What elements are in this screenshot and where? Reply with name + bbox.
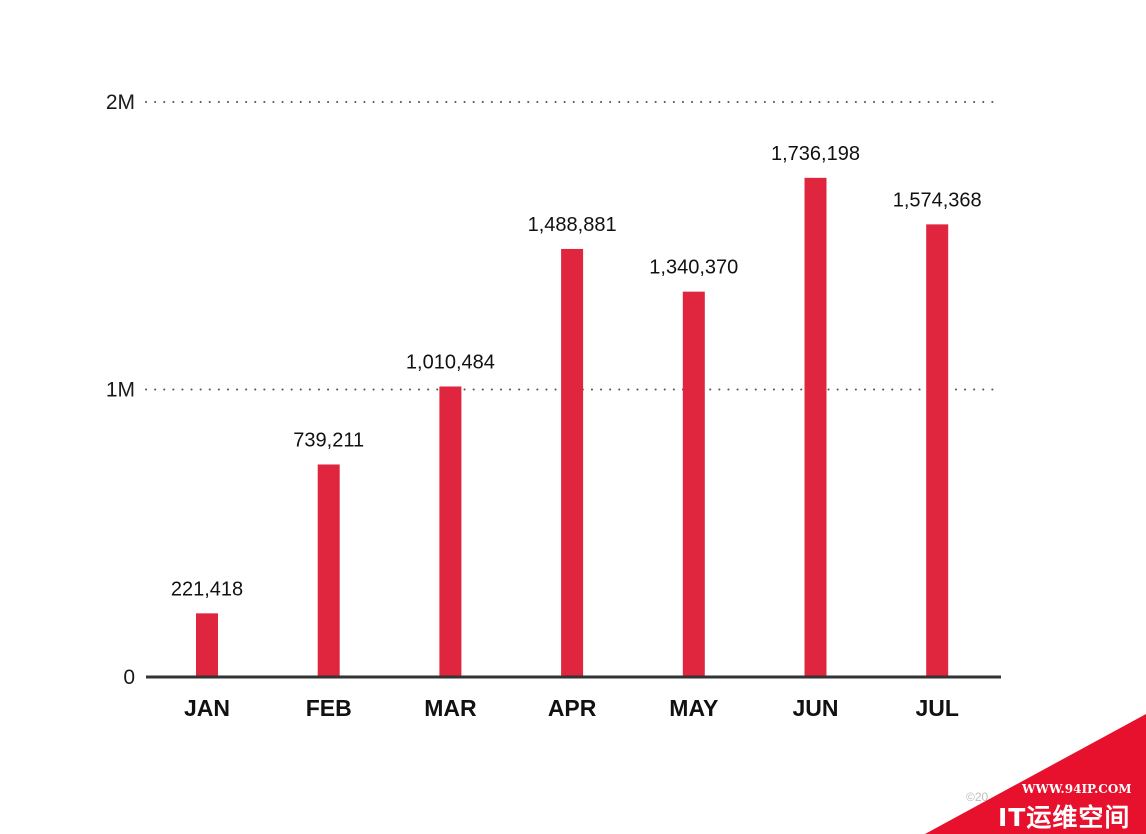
- bar-mar: [439, 386, 462, 677]
- data-label-jan: 221,418: [171, 578, 243, 600]
- data-label-jun: 1,736,198: [771, 143, 860, 165]
- bar-jun: [804, 177, 827, 677]
- x-tick-label: JAN: [184, 695, 230, 721]
- data-labels: 221,418 739,211 1,010,484 1,488,881 1,340,37…: [171, 143, 982, 600]
- x-tick-label: JUL: [915, 695, 958, 721]
- bar-jul: [926, 224, 949, 677]
- y-tick-label: 1M: [106, 379, 135, 402]
- bar-apr: [561, 248, 584, 677]
- y-tick-label: 0: [123, 666, 135, 689]
- x-tick-label: APR: [548, 695, 597, 721]
- data-label-feb: 739,211: [293, 429, 364, 451]
- bar-may: [682, 291, 705, 677]
- data-label-may: 1,340,370: [649, 257, 738, 279]
- watermark-triangle: [925, 714, 1146, 834]
- watermark-name: IT运维空间: [998, 803, 1130, 832]
- data-label-jul: 1,574,368: [893, 189, 982, 211]
- y-axis-ticks: 0 1M 2M: [106, 91, 135, 689]
- watermark-url: WWW.94IP.COM: [1021, 782, 1132, 796]
- bar-feb: [317, 464, 340, 677]
- y-tick-label: 2M: [106, 91, 135, 114]
- x-axis-ticks: JAN FEB MAR APR MAY JUN JUL: [184, 695, 959, 721]
- data-label-mar: 1,010,484: [406, 351, 495, 373]
- x-tick-label: FEB: [306, 695, 352, 721]
- x-tick-label: JUN: [792, 695, 838, 721]
- data-label-apr: 1,488,881: [528, 214, 617, 236]
- x-tick-label: MAR: [424, 695, 477, 721]
- copyright-text: ©20: [966, 790, 989, 804]
- bars: [196, 177, 949, 677]
- watermark: WWW.94IP.COM IT运维空间: [925, 714, 1146, 834]
- bar-jan: [196, 613, 218, 677]
- x-tick-label: MAY: [669, 695, 718, 721]
